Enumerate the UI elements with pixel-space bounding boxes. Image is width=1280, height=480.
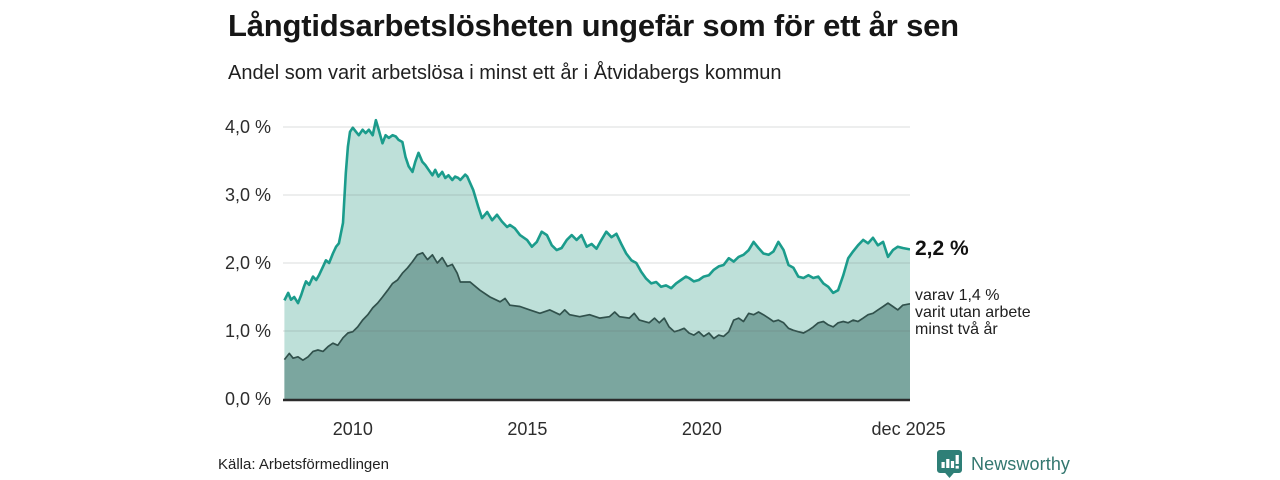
annotation-line-2: varit utan arbete (915, 304, 1031, 321)
y-tick-label: 3,0 % (224, 185, 271, 205)
x-tick-label: dec 2025 (871, 419, 946, 439)
x-axis-labels: 2010 2015 2020 dec 2025 (283, 419, 983, 445)
page-title: Långtidsarbetslösheten ungefär som för e… (228, 8, 959, 43)
annotation-line-3: minst två år (915, 321, 998, 338)
newsworthy-pin-icon (936, 449, 963, 479)
y-tick-label: 4,0 % (224, 117, 271, 137)
x-tick-label: 2010 (332, 419, 373, 439)
y-tick-label: 1,0 % (224, 321, 271, 341)
y-axis-labels: 0,0 % 1,0 % 2,0 % 3,0 % 4,0 % (170, 100, 277, 410)
chart-subtitle: Andel som varit arbetslösa i minst ett å… (228, 62, 782, 84)
y-tick-label: 2,0 % (224, 253, 271, 273)
newsworthy-logo[interactable]: Newsworthy (936, 449, 1070, 479)
area-two-years (284, 252, 910, 399)
annotation-line-1: varav 1,4 % (915, 287, 1000, 304)
y-tick-label: 0,0 % (224, 389, 271, 409)
newsworthy-wordmark: Newsworthy (971, 453, 1071, 474)
plot-area (283, 100, 910, 410)
x-tick-label: 2015 (507, 419, 548, 439)
line-total (283, 118, 910, 305)
line-two-years (283, 251, 910, 362)
plot-svg (283, 118, 910, 402)
end-value-label: 2,2 % (915, 237, 969, 260)
x-tick-label: 2020 (681, 419, 722, 439)
series-annotation: varav 1,4 % varit utan arbete minst två … (915, 287, 1075, 338)
source-attribution: Källa: Arbetsförmedlingen (218, 456, 389, 473)
